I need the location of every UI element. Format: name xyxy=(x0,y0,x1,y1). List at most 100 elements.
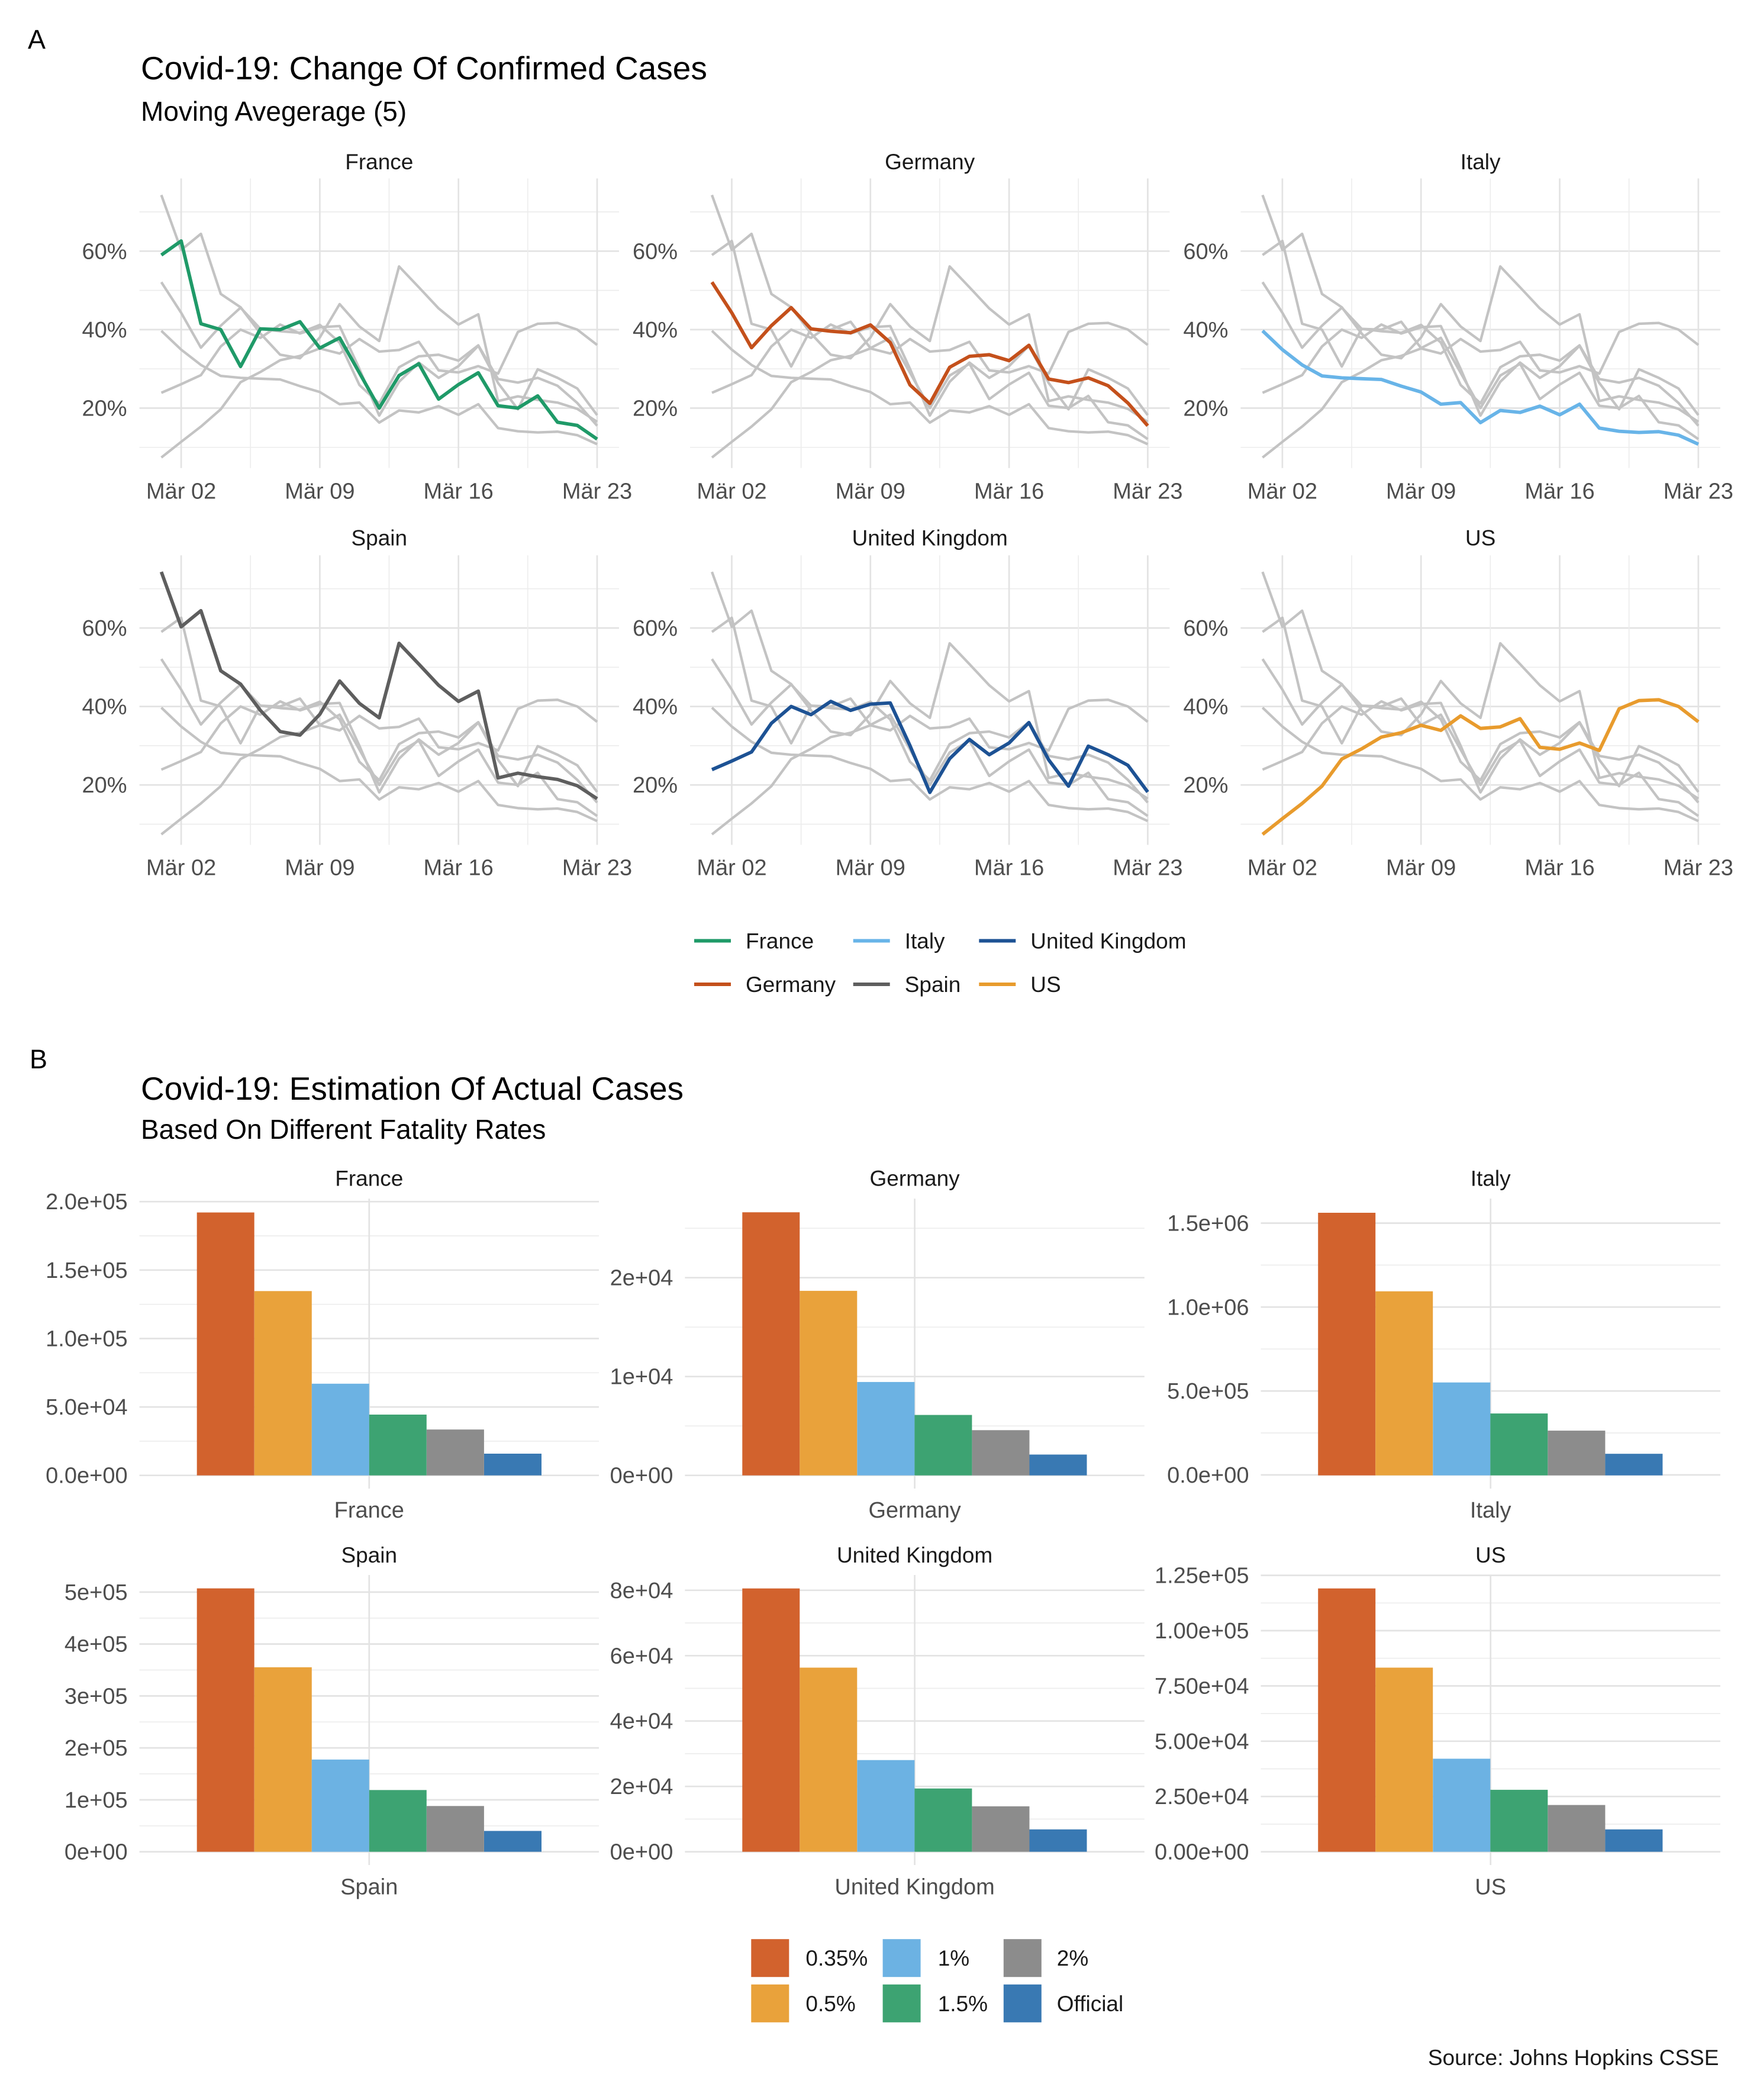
svg-text:5.0e+04: 5.0e+04 xyxy=(46,1395,127,1420)
svg-text:Mär 16: Mär 16 xyxy=(1524,856,1594,881)
svg-text:1e+04: 1e+04 xyxy=(610,1365,673,1390)
svg-text:Mär 09: Mär 09 xyxy=(1386,479,1456,504)
svg-text:Mär 16: Mär 16 xyxy=(424,856,494,881)
svg-text:Spain: Spain xyxy=(351,526,407,550)
svg-text:1.25e+05: 1.25e+05 xyxy=(1155,1564,1249,1589)
svg-text:2e+05: 2e+05 xyxy=(65,1736,128,1761)
svg-text:40%: 40% xyxy=(633,695,678,720)
svg-text:20%: 20% xyxy=(633,397,678,421)
svg-text:3e+05: 3e+05 xyxy=(65,1684,128,1709)
svg-text:0.35%: 0.35% xyxy=(805,1946,868,1970)
svg-text:Mär 02: Mär 02 xyxy=(1248,479,1317,504)
svg-text:Mär 09: Mär 09 xyxy=(1386,856,1456,881)
svg-text:60%: 60% xyxy=(82,239,127,264)
svg-text:Mär 02: Mär 02 xyxy=(146,479,216,504)
svg-text:United Kingdom: United Kingdom xyxy=(834,1875,994,1900)
svg-text:Official: Official xyxy=(1057,1992,1123,2016)
svg-text:Mär 23: Mär 23 xyxy=(1664,856,1733,881)
svg-text:Germany: Germany xyxy=(885,150,975,174)
svg-text:0.0e+00: 0.0e+00 xyxy=(46,1464,127,1489)
svg-text:Italy: Italy xyxy=(905,929,945,954)
svg-text:40%: 40% xyxy=(633,318,678,343)
svg-text:1.5%: 1.5% xyxy=(938,1992,988,2016)
svg-text:2e+04: 2e+04 xyxy=(610,1266,673,1291)
svg-text:5.00e+04: 5.00e+04 xyxy=(1155,1729,1249,1754)
svg-text:US: US xyxy=(1475,1543,1506,1567)
svg-text:1.5e+05: 1.5e+05 xyxy=(46,1258,127,1283)
svg-text:US: US xyxy=(1465,526,1495,550)
svg-text:Mär 09: Mär 09 xyxy=(285,479,354,504)
svg-text:Spain: Spain xyxy=(340,1875,398,1900)
svg-text:20%: 20% xyxy=(82,773,127,798)
svg-text:0.5%: 0.5% xyxy=(805,1992,855,2016)
svg-text:Mär 02: Mär 02 xyxy=(1248,856,1317,881)
svg-text:Moving Avegerage (5): Moving Avegerage (5) xyxy=(141,96,407,127)
svg-text:Mär 23: Mär 23 xyxy=(1113,479,1182,504)
svg-text:20%: 20% xyxy=(633,773,678,798)
svg-text:Mär 23: Mär 23 xyxy=(562,856,632,881)
svg-text:Mär 16: Mär 16 xyxy=(1524,479,1594,504)
svg-text:40%: 40% xyxy=(1183,695,1228,720)
svg-text:Mär 02: Mär 02 xyxy=(146,856,216,881)
svg-text:4e+04: 4e+04 xyxy=(610,1709,673,1734)
svg-text:B: B xyxy=(30,1044,47,1074)
svg-text:Spain: Spain xyxy=(905,972,961,997)
svg-text:0e+00: 0e+00 xyxy=(65,1840,128,1865)
svg-text:United Kingdom: United Kingdom xyxy=(1030,929,1186,954)
svg-text:5.0e+05: 5.0e+05 xyxy=(1167,1379,1249,1404)
svg-text:Germany: Germany xyxy=(746,972,836,997)
svg-text:Based On Different Fatality Ra: Based On Different Fatality Rates xyxy=(141,1114,546,1145)
svg-text:Mär 23: Mär 23 xyxy=(1113,856,1182,881)
svg-text:Mär 02: Mär 02 xyxy=(697,856,766,881)
svg-text:Italy: Italy xyxy=(1470,1498,1511,1523)
svg-text:A: A xyxy=(28,24,46,54)
svg-text:0.0e+00: 0.0e+00 xyxy=(1167,1463,1249,1488)
svg-text:Germany: Germany xyxy=(868,1498,960,1523)
svg-text:US: US xyxy=(1475,1875,1506,1900)
svg-text:US: US xyxy=(1030,972,1061,997)
svg-text:Mär 16: Mär 16 xyxy=(424,479,494,504)
svg-text:Spain: Spain xyxy=(341,1543,397,1567)
svg-text:1e+05: 1e+05 xyxy=(65,1788,128,1813)
svg-text:8e+04: 8e+04 xyxy=(610,1579,673,1603)
svg-text:4e+05: 4e+05 xyxy=(65,1632,128,1657)
svg-text:France: France xyxy=(334,1498,404,1523)
svg-text:Italy: Italy xyxy=(1471,1167,1511,1191)
svg-text:6e+04: 6e+04 xyxy=(610,1644,673,1669)
svg-text:Mär 23: Mär 23 xyxy=(562,479,632,504)
svg-text:20%: 20% xyxy=(1183,773,1228,798)
svg-text:France: France xyxy=(746,929,814,954)
svg-text:Source: Johns Hopkins CSSE: Source: Johns Hopkins CSSE xyxy=(1428,2046,1719,2070)
svg-text:0e+00: 0e+00 xyxy=(610,1840,673,1865)
svg-text:0e+00: 0e+00 xyxy=(610,1464,673,1489)
svg-text:Mär 09: Mär 09 xyxy=(836,479,905,504)
svg-text:France: France xyxy=(335,1167,403,1191)
svg-text:0.00e+00: 0.00e+00 xyxy=(1155,1840,1249,1865)
svg-text:7.50e+04: 7.50e+04 xyxy=(1155,1674,1249,1699)
svg-text:Germany: Germany xyxy=(870,1167,960,1191)
svg-text:40%: 40% xyxy=(82,318,127,343)
svg-text:United Kingdom: United Kingdom xyxy=(837,1543,992,1567)
svg-text:Covid-19: Change Of Confirmed: Covid-19: Change Of Confirmed Cases xyxy=(141,50,707,86)
svg-text:2e+04: 2e+04 xyxy=(610,1774,673,1799)
svg-text:2.50e+04: 2.50e+04 xyxy=(1155,1785,1249,1809)
svg-text:2%: 2% xyxy=(1057,1946,1088,1970)
svg-text:Covid-19: Estimation Of Actual: Covid-19: Estimation Of Actual Cases xyxy=(141,1070,684,1107)
svg-text:Mär 23: Mär 23 xyxy=(1664,479,1733,504)
svg-text:Italy: Italy xyxy=(1461,150,1501,174)
svg-text:Mär 16: Mär 16 xyxy=(974,856,1044,881)
svg-text:40%: 40% xyxy=(82,695,127,720)
svg-text:20%: 20% xyxy=(1183,397,1228,421)
svg-text:2.0e+05: 2.0e+05 xyxy=(46,1190,127,1215)
svg-text:1.5e+06: 1.5e+06 xyxy=(1167,1212,1249,1236)
svg-text:20%: 20% xyxy=(82,397,127,421)
svg-text:Mär 09: Mär 09 xyxy=(285,856,354,881)
svg-text:United Kingdom: United Kingdom xyxy=(852,526,1008,550)
svg-text:Mär 09: Mär 09 xyxy=(836,856,905,881)
svg-text:60%: 60% xyxy=(1183,616,1228,641)
svg-text:1.0e+06: 1.0e+06 xyxy=(1167,1295,1249,1320)
svg-text:60%: 60% xyxy=(633,239,678,264)
svg-text:5e+05: 5e+05 xyxy=(65,1580,128,1605)
svg-text:60%: 60% xyxy=(633,616,678,641)
svg-text:Mär 16: Mär 16 xyxy=(974,479,1044,504)
